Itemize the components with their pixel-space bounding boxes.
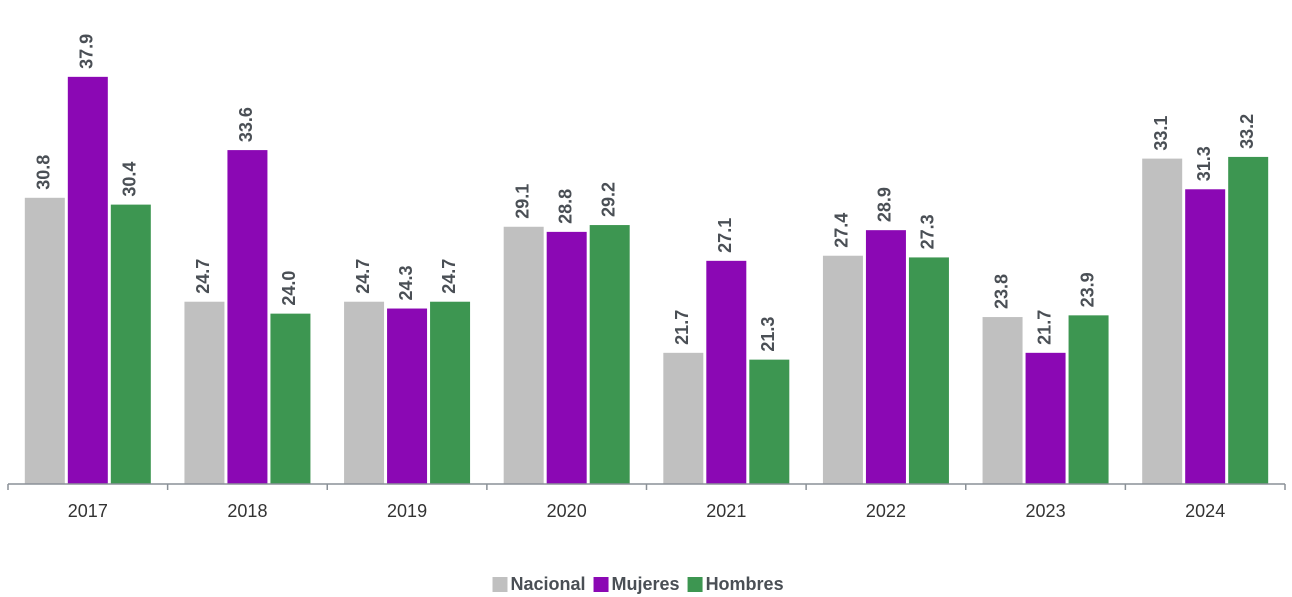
x-tick-label: 2019 [387,501,427,521]
data-label: 30.8 [34,155,54,190]
data-label: 24.3 [396,265,416,300]
x-tick-label: 2022 [866,501,906,521]
data-label: 23.8 [991,274,1011,309]
data-label: 37.9 [77,34,97,69]
bar [1068,315,1109,484]
bar [1025,352,1066,484]
data-label: 21.7 [672,310,692,345]
bar [706,260,747,484]
x-tick-label: 2018 [227,501,267,521]
data-label: 21.7 [1034,310,1054,345]
x-tick-label: 2021 [706,501,746,521]
x-tick-label: 2017 [68,501,108,521]
bar [822,255,863,484]
bar [270,313,311,484]
data-label: 27.3 [918,214,938,249]
data-label: 33.1 [1151,116,1171,151]
bar [227,150,268,484]
bar [865,230,906,484]
data-label: 24.7 [439,259,459,294]
bar [589,225,630,485]
data-label: 29.1 [512,184,532,219]
legend-swatch [492,577,508,592]
data-label: 23.9 [1077,272,1097,307]
bar [24,197,65,485]
data-label: 28.9 [875,187,895,222]
data-label: 21.3 [758,317,778,352]
data-label: 30.4 [120,162,140,197]
legend-swatch [593,577,609,592]
bar [67,76,108,484]
legend-label: Hombres [706,574,784,594]
bar [344,301,385,484]
bar [982,317,1023,484]
data-label: 24.7 [353,259,373,294]
data-label: 33.2 [1237,114,1257,149]
bar [184,301,225,484]
data-label: 28.8 [555,189,575,224]
legend-swatch [687,577,703,592]
bar [1185,189,1226,484]
data-label: 33.6 [236,107,256,142]
bar [908,257,949,484]
data-label: 27.1 [715,218,735,253]
bar [110,204,151,484]
bar [1228,156,1269,484]
x-tick-label: 2023 [1026,501,1066,521]
legend-label: Nacional [511,574,586,594]
bar [430,301,471,484]
data-label: 31.3 [1194,146,1214,181]
x-tick-label: 2024 [1185,501,1225,521]
bar [387,308,428,484]
data-label: 27.4 [832,213,852,248]
bar [1142,158,1183,484]
bar [503,226,544,484]
bar [663,352,704,484]
data-label: 24.0 [279,271,299,306]
data-label: 29.2 [598,182,618,217]
legend-label: Mujeres [612,574,680,594]
x-tick-label: 2020 [547,501,587,521]
bar [546,231,587,484]
data-label: 24.7 [193,259,213,294]
bar [749,359,790,484]
